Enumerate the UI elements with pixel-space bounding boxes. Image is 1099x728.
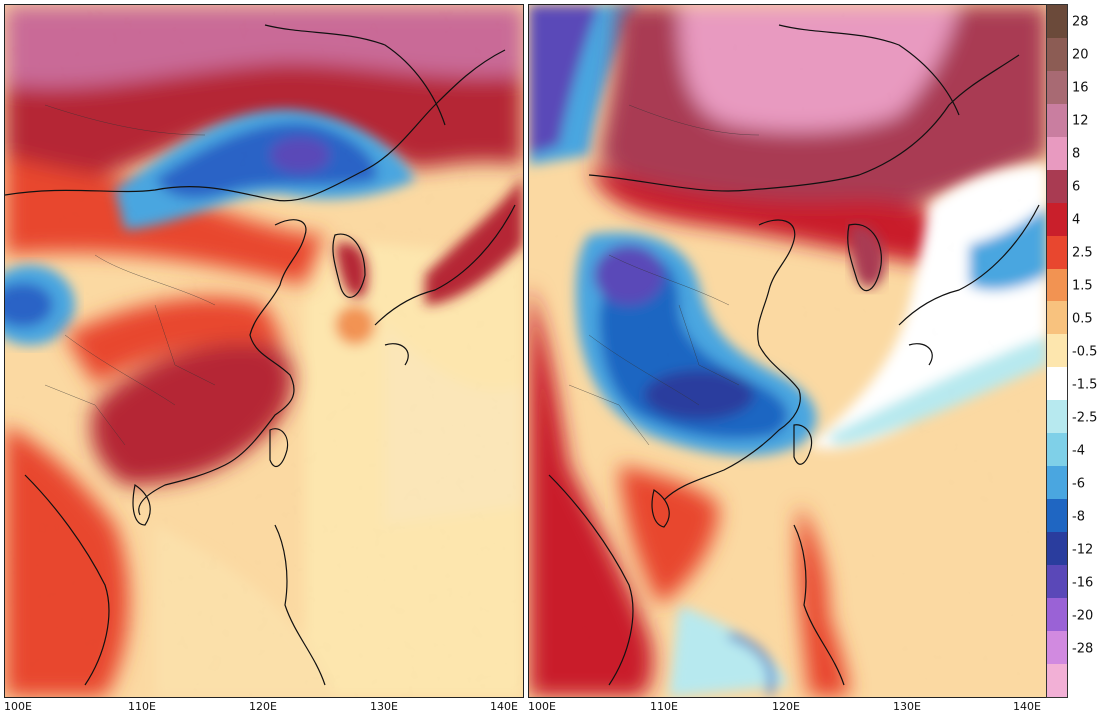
longitude-tick: 140E	[490, 700, 518, 713]
colorbar-label: 2.5	[1072, 245, 1093, 261]
colorbar	[1046, 4, 1068, 698]
colorbar-cell	[1047, 367, 1067, 401]
colorbar-cell	[1047, 630, 1067, 664]
left-longitude-axis: 100E 110E 120E 130E 140E	[4, 700, 522, 718]
colorbar-label: -20	[1072, 608, 1094, 624]
colorbar-cell	[1047, 268, 1067, 302]
colorbar-cell	[1047, 564, 1067, 598]
colorbar-cell	[1047, 532, 1067, 565]
ocean-cold-band	[669, 165, 1047, 697]
colorbar-cell	[1047, 169, 1067, 203]
colorbar-label: -16	[1072, 575, 1094, 591]
colorbar-cell	[1047, 70, 1067, 104]
central-cold-pool	[576, 232, 817, 456]
colorbar-label: 28	[1072, 14, 1089, 30]
longitude-tick: 130E	[370, 700, 398, 713]
right-map-canvas	[529, 5, 1047, 697]
cold-band	[115, 109, 415, 230]
coastlines	[548, 24, 1040, 686]
colorbar-cell	[1047, 400, 1067, 434]
colorbar-cell	[1047, 597, 1067, 631]
colorbar-cell	[1047, 466, 1067, 500]
colorbar-label: -28	[1072, 641, 1094, 657]
longitude-tick: 100E	[528, 700, 556, 713]
colorbar-label: 0.5	[1072, 311, 1093, 327]
longitude-tick: 100E	[4, 700, 32, 713]
colorbar-cell	[1047, 202, 1067, 236]
longitude-tick: 120E	[772, 700, 800, 713]
colorbar-label: -0.5	[1072, 344, 1098, 360]
left-map-canvas	[5, 5, 523, 697]
colorbar-label: -1.5	[1072, 377, 1098, 393]
colorbar-label: 4	[1072, 212, 1081, 228]
colorbar-cell	[1047, 499, 1067, 532]
colorbar-cell	[1047, 334, 1067, 368]
colorbar-cell	[1047, 235, 1067, 269]
colorbar-cell	[1047, 663, 1067, 697]
colorbar-label: -4	[1072, 443, 1085, 459]
colorbar-cell	[1047, 433, 1067, 467]
colorbar-label: 12	[1072, 113, 1089, 129]
colorbar-cell	[1047, 37, 1067, 71]
longitude-tick: 130E	[893, 700, 921, 713]
colorbar-label: -8	[1072, 509, 1085, 525]
right-map-panel	[528, 4, 1048, 698]
colorbar-label: -6	[1072, 476, 1085, 492]
colorbar-label: 1.5	[1072, 278, 1093, 294]
left-map-panel	[4, 4, 524, 698]
colorbar-cell	[1047, 103, 1067, 137]
colorbar-label: 20	[1072, 47, 1089, 63]
longitude-tick: 140E	[1013, 700, 1041, 713]
west-cold-strip	[529, 5, 639, 165]
colorbar-label: 16	[1072, 80, 1089, 96]
colorbar-label: 8	[1072, 146, 1081, 162]
colorbar-cell	[1047, 5, 1067, 38]
colorbar-label: -12	[1072, 542, 1094, 558]
south-china-warm	[5, 296, 294, 697]
longitude-tick: 110E	[128, 700, 156, 713]
coastlines	[5, 24, 516, 686]
province-borders	[44, 104, 216, 446]
colorbar-label: 6	[1072, 179, 1081, 195]
longitude-tick: 110E	[650, 700, 678, 713]
colorbar-label: -2.5	[1072, 410, 1098, 426]
longitude-tick: 120E	[249, 700, 277, 713]
colorbar-cell	[1047, 301, 1067, 335]
right-longitude-axis: 100E 110E 120E 130E 140E	[528, 700, 1046, 718]
southern-warm-region	[529, 285, 849, 697]
colorbar-cell	[1047, 136, 1067, 170]
colorbar-labels: 28 20 16 12 8 6 4 2.5 1.5 0.5 -0.5 -1.5 -2.5 -4 -6 -8 -1…	[1070, 4, 1099, 696]
province-borders	[568, 104, 760, 446]
